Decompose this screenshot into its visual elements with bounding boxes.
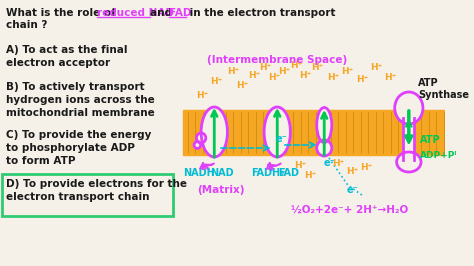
- Ellipse shape: [264, 107, 291, 157]
- Text: H⁺: H⁺: [227, 68, 239, 77]
- Text: ½O₂+2e⁻+ 2H⁺→H₂O: ½O₂+2e⁻+ 2H⁺→H₂O: [292, 205, 409, 215]
- Text: in the electron transport: in the electron transport: [186, 8, 336, 18]
- Text: H⁺: H⁺: [290, 60, 302, 69]
- Text: H⁺: H⁺: [295, 160, 307, 169]
- Text: reduced NAD: reduced NAD: [97, 8, 174, 18]
- Text: FADH₂: FADH₂: [251, 168, 284, 178]
- Text: What is the role of: What is the role of: [6, 8, 119, 18]
- Text: H⁺: H⁺: [278, 68, 290, 77]
- Text: A) To act as the final
electron acceptor: A) To act as the final electron acceptor: [6, 45, 127, 68]
- Text: ADP+Pᴵ: ADP+Pᴵ: [420, 151, 457, 160]
- Text: NAD: NAD: [210, 168, 234, 178]
- Text: H⁺: H⁺: [346, 168, 358, 177]
- Text: C) To provide the energy
to phosphorylate ADP
to form ATP: C) To provide the energy to phosphorylat…: [6, 130, 151, 167]
- Ellipse shape: [395, 92, 423, 124]
- Text: ATP
Synthase: ATP Synthase: [418, 78, 469, 99]
- Text: H⁺: H⁺: [370, 64, 382, 73]
- Ellipse shape: [194, 142, 201, 148]
- Text: FAD: FAD: [169, 8, 191, 18]
- Text: NADH: NADH: [183, 168, 215, 178]
- Text: H⁺: H⁺: [237, 81, 248, 89]
- Ellipse shape: [317, 107, 332, 143]
- Text: e⁻: e⁻: [275, 134, 287, 144]
- Text: H⁺: H⁺: [328, 73, 340, 82]
- Text: e⁻: e⁻: [324, 158, 336, 168]
- Text: H⁺: H⁺: [304, 171, 316, 180]
- Text: H⁺: H⁺: [210, 77, 222, 86]
- Text: (Matrix): (Matrix): [197, 185, 245, 195]
- Text: H⁺: H⁺: [384, 73, 396, 82]
- Ellipse shape: [201, 107, 228, 157]
- Bar: [183, 110, 446, 155]
- Text: H⁺: H⁺: [356, 76, 368, 85]
- Ellipse shape: [397, 152, 421, 172]
- Text: H⁺: H⁺: [268, 73, 281, 82]
- Text: H⁺: H⁺: [311, 64, 324, 73]
- Text: H⁺: H⁺: [247, 70, 260, 80]
- Text: H⁺: H⁺: [342, 68, 354, 77]
- Text: D) To provide electrons for the
electron transport chain: D) To provide electrons for the electron…: [6, 179, 187, 202]
- Text: B) To actively transport
hydrogen ions across the
mitochondrial membrane: B) To actively transport hydrogen ions a…: [6, 82, 155, 118]
- Text: e⁻: e⁻: [346, 185, 358, 195]
- Ellipse shape: [317, 140, 332, 156]
- Ellipse shape: [196, 133, 206, 143]
- Text: H⁺: H⁺: [299, 70, 311, 80]
- Text: H⁺: H⁺: [332, 159, 345, 168]
- Text: FAD: FAD: [278, 168, 299, 178]
- Text: (Intermembrane Space): (Intermembrane Space): [207, 55, 347, 65]
- Text: chain ?: chain ?: [6, 20, 47, 30]
- Text: H⁺: H⁺: [196, 90, 208, 99]
- Bar: [403, 118, 414, 160]
- Text: H⁺: H⁺: [360, 164, 373, 172]
- Text: ATP: ATP: [420, 135, 441, 145]
- Text: H⁺: H⁺: [259, 64, 271, 73]
- FancyBboxPatch shape: [2, 174, 173, 216]
- Text: and: and: [150, 8, 176, 18]
